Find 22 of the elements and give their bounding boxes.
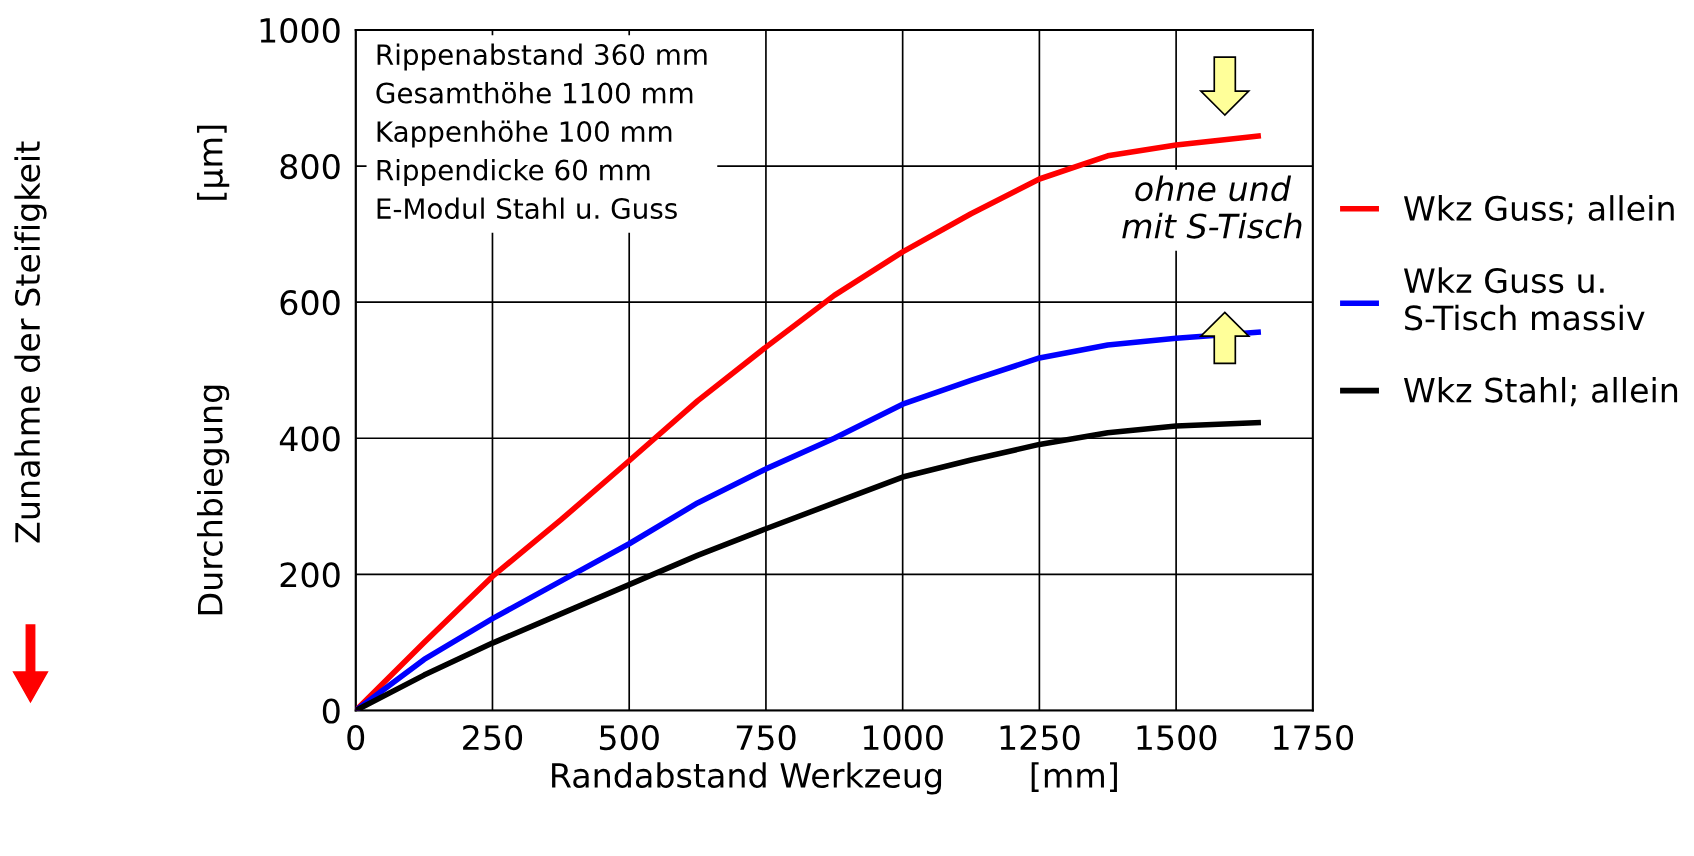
y-tick-label: 800 (280, 153, 340, 180)
annotation: Rippenabstand 360 mm Gesamthöhe 1100 mm Kappenhöhe 100 mm Rippendicke 60 mm E-Modul Stahl u. Guss (376, 43, 707, 220)
x-tick-label: 1500 (1137, 724, 1217, 751)
x-tick-label: 1750 (1274, 724, 1354, 751)
y-tick-label: 600 (280, 290, 340, 316)
x-axis-title: Randabstand Werkzeug [mm] (552, 762, 1117, 795)
legend-label: Wkz Guss; allein (1403, 195, 1674, 225)
y-tick-label: 1000 (260, 17, 340, 44)
y-tick-label: 200 (280, 562, 340, 588)
y-axis-title: Durchbiegung [µm] (196, 125, 230, 615)
annotation: ohne und mit S-Tisch (1122, 175, 1302, 239)
y-tick-label: 0 (322, 698, 340, 724)
x-tick-label: 1250 (1000, 724, 1080, 751)
x-tick-label: 0 (347, 724, 365, 751)
x-tick-label: 250 (463, 724, 523, 751)
x-tick-label: 500 (599, 724, 659, 751)
legend-label: Wkz Guss u. S-Tisch massiv (1403, 267, 1645, 331)
x-tick-label: 1000 (863, 724, 943, 751)
legend-label: Wkz Stahl; allein (1403, 376, 1678, 407)
y-tick-label: 400 (279, 426, 340, 452)
text: Zunahme der Steifigkeit (14, 141, 47, 543)
x-tick-label: 750 (736, 724, 796, 751)
